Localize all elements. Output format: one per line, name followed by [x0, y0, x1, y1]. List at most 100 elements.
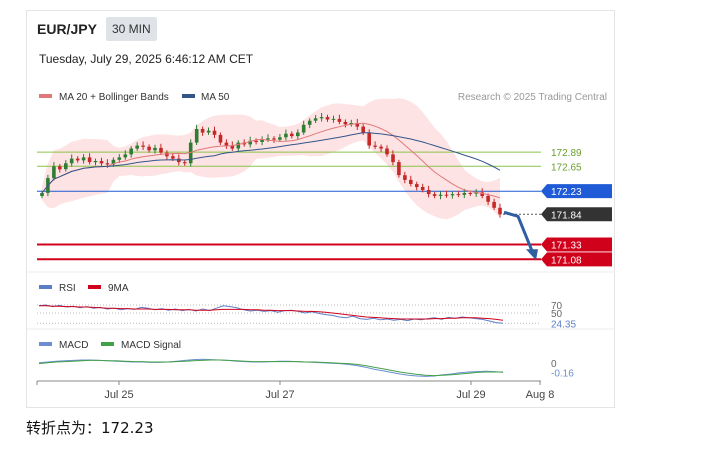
- candle-body: [331, 118, 336, 120]
- forecast-arrow-head: [526, 249, 538, 261]
- macd-zero-label: 0: [551, 359, 557, 370]
- candle-body: [266, 138, 270, 140]
- candle-body: [290, 133, 294, 137]
- candle-body: [218, 134, 223, 143]
- candle-body: [307, 120, 312, 125]
- candle-body: [69, 158, 74, 164]
- rsi-ma-line: [39, 305, 504, 321]
- candle-body: [426, 190, 431, 195]
- candle-body: [171, 156, 175, 159]
- candle-body: [415, 184, 419, 188]
- candle-body: [58, 166, 62, 170]
- legend-ma50-label: MA 50: [201, 92, 230, 103]
- rsi-level-label: 70: [551, 301, 563, 312]
- candle-body: [147, 146, 151, 151]
- legend-macd-label: MACD: [59, 340, 88, 351]
- level-label-bg-current: [541, 207, 612, 222]
- candle-body: [183, 162, 187, 164]
- level-label-bg-support: [541, 252, 612, 267]
- candle-body: [325, 117, 330, 120]
- candle-body: [64, 163, 68, 170]
- candle-body: [40, 193, 44, 196]
- candle-body: [153, 147, 157, 151]
- legend-ma20-swatch: [39, 94, 52, 98]
- rsi-level-label: 50: [551, 309, 563, 320]
- candle-body: [284, 133, 288, 138]
- macd-panel: 0-0.16: [38, 358, 574, 379]
- legend-ma50-swatch: [182, 94, 195, 98]
- price-panel: 172.89 172.65 172.23 171.84 171.33 171.08: [37, 98, 612, 267]
- candle-body: [248, 140, 252, 145]
- candle-body: [349, 123, 354, 125]
- candle-body: [355, 123, 360, 127]
- watermark: Research © 2025 Trading Central: [458, 92, 607, 103]
- candle-body: [462, 193, 467, 195]
- candle-body: [367, 132, 371, 146]
- x-tick-label: Jul 25: [104, 389, 133, 401]
- candle-body: [296, 132, 300, 137]
- candle-body: [200, 129, 205, 133]
- candle-body: [385, 148, 389, 155]
- candle-body: [313, 118, 318, 121]
- macd-value-label: -0.16: [551, 368, 574, 379]
- x-tick-label: Jul 29: [456, 389, 485, 401]
- candle-body: [206, 130, 211, 133]
- legend-rsi-swatch: [39, 285, 52, 289]
- chart-card: [26, 10, 615, 408]
- level-label-resistance: 172.89: [551, 148, 582, 159]
- legend-macd-signal-label: MACD Signal: [121, 340, 181, 351]
- candle-body: [278, 137, 282, 140]
- candle-body: [301, 124, 306, 133]
- candle-body: [111, 159, 116, 165]
- candle-body: [432, 194, 437, 196]
- candle-body: [403, 175, 407, 180]
- candle-body: [159, 147, 163, 153]
- legend-macd-signal-swatch: [101, 342, 114, 346]
- candle-body: [254, 140, 258, 142]
- candle-body: [361, 126, 365, 133]
- level-label-pivot: 172.23: [551, 187, 582, 198]
- candle-body: [420, 187, 425, 190]
- rsi-level-label: 24.35: [551, 319, 576, 330]
- timestamp: Tuesday, July 29, 2025 6:46:12 AM CET: [39, 52, 254, 66]
- candle-body: [486, 195, 490, 202]
- candle-body: [319, 117, 324, 119]
- candle-body: [81, 157, 86, 161]
- pivot-footer: 转折点为：172.23: [26, 419, 154, 437]
- candle-body: [260, 139, 264, 142]
- candle-body: [492, 201, 496, 208]
- candle-body: [498, 207, 502, 215]
- candle-body: [117, 157, 122, 160]
- candle-body: [135, 145, 139, 149]
- candle-body: [480, 192, 484, 196]
- level-label-support: 171.08: [551, 255, 582, 266]
- candle-body: [230, 145, 235, 149]
- level-label-current: 171.84: [551, 210, 582, 221]
- forecast-arrow: [503, 210, 535, 254]
- candle-body: [456, 194, 461, 196]
- legend-rsi-ma-label: 9MA: [108, 283, 129, 294]
- candle-body: [99, 161, 104, 164]
- candle-body: [450, 194, 455, 196]
- candle-body: [397, 162, 401, 176]
- candle-body: [373, 145, 377, 147]
- symbol-title: EUR/JPY: [37, 21, 97, 37]
- candle-body: [409, 179, 413, 184]
- candle-body: [224, 142, 229, 146]
- legend-rsi-ma-swatch: [88, 285, 101, 289]
- candle-body: [438, 194, 443, 196]
- level-label-resistance: 172.65: [551, 162, 582, 173]
- candle-body: [141, 145, 145, 147]
- candle-body: [343, 121, 348, 125]
- ma50-line: [41, 132, 501, 194]
- legend-ma20-label: MA 20 + Bollinger Bands: [59, 92, 169, 103]
- legend-macd-swatch: [39, 342, 52, 346]
- bollinger-band: [42, 98, 500, 220]
- x-tick-label: Jul 27: [265, 389, 294, 401]
- candle-body: [194, 129, 199, 143]
- candle-body: [87, 157, 92, 163]
- candle-body: [75, 158, 80, 161]
- timeframe-badge[interactable]: 30 MIN: [106, 17, 157, 41]
- legend-rsi-label: RSI: [59, 283, 76, 294]
